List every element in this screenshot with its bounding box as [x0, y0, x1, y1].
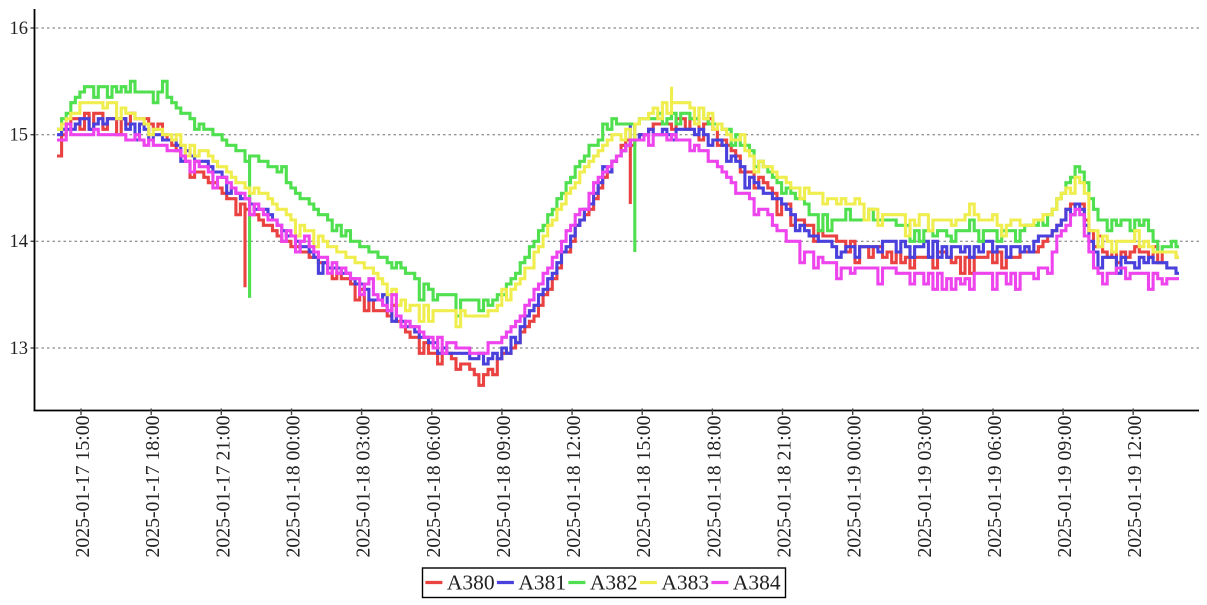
svg-text:2025-01-19 09:00: 2025-01-19 09:00 — [1055, 416, 1076, 558]
svg-text:14: 14 — [10, 232, 29, 252]
svg-text:A382: A382 — [590, 571, 638, 595]
svg-text:A381: A381 — [518, 571, 566, 595]
svg-text:2025-01-19 12:00: 2025-01-19 12:00 — [1125, 416, 1146, 558]
svg-text:A380: A380 — [447, 571, 495, 595]
svg-text:2025-01-18 15:00: 2025-01-18 15:00 — [634, 416, 655, 558]
svg-text:2025-01-18 00:00: 2025-01-18 00:00 — [284, 416, 305, 558]
svg-text:2025-01-17 18:00: 2025-01-17 18:00 — [143, 416, 164, 558]
svg-text:2025-01-18 03:00: 2025-01-18 03:00 — [354, 416, 375, 558]
svg-text:2025-01-18 21:00: 2025-01-18 21:00 — [775, 416, 796, 558]
svg-text:2025-01-19 06:00: 2025-01-19 06:00 — [985, 416, 1006, 558]
svg-text:2025-01-18 12:00: 2025-01-18 12:00 — [564, 416, 585, 558]
svg-text:13: 13 — [10, 339, 29, 359]
svg-text:15: 15 — [10, 126, 29, 146]
svg-text:2025-01-19 03:00: 2025-01-19 03:00 — [915, 416, 936, 558]
svg-text:2025-01-18 09:00: 2025-01-18 09:00 — [494, 416, 515, 558]
svg-text:16: 16 — [10, 19, 29, 39]
svg-text:2025-01-17 21:00: 2025-01-17 21:00 — [213, 416, 234, 558]
svg-text:2025-01-18 06:00: 2025-01-18 06:00 — [424, 416, 445, 558]
svg-text:2025-01-17 15:00: 2025-01-17 15:00 — [73, 416, 94, 558]
svg-text:2025-01-19 00:00: 2025-01-19 00:00 — [845, 416, 866, 558]
svg-text:A384: A384 — [733, 571, 781, 595]
svg-text:2025-01-18 18:00: 2025-01-18 18:00 — [704, 416, 725, 558]
svg-text:A383: A383 — [661, 571, 709, 595]
